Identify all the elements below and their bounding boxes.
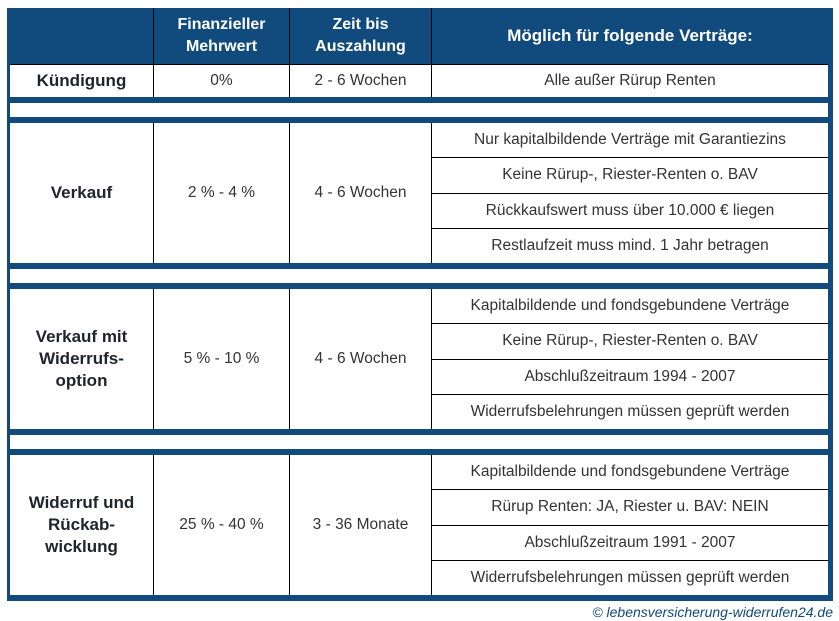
header-empty-cell — [10, 8, 154, 64]
zeit-value: 4 - 6 Wochen — [290, 123, 432, 263]
header-zeit-bis-auszahlung: Zeit bis Auszahlung — [290, 8, 432, 64]
table-row: Verkauf 2 % - 4 % 4 - 6 Wochen Nur kapit… — [10, 123, 828, 263]
header-finanzieller-mehrwert: Finanzieller Mehrwert — [154, 8, 290, 64]
table-row: Verkauf mit Widerrufs- option 5 % - 10 %… — [10, 289, 828, 429]
vertraege-list: Kapitalbildende und fondsgebundene Vertr… — [432, 455, 828, 595]
vertraege-item: Rückkaufswert muss über 10.000 € liegen — [432, 194, 828, 229]
vertraege-item: Keine Rürup-, Riester-Renten o. BAV — [432, 324, 828, 360]
vertraege-item: Rürup Renten: JA, Riester u. BAV: NEIN — [432, 490, 828, 526]
row-label-widerruf-rueckabwicklung: Widerruf und Rückab- wicklung — [10, 455, 154, 595]
vertraege-value: Alle außer Rürup Renten — [544, 72, 716, 89]
section-divider — [10, 269, 828, 283]
vertraege-item: Nur kapitalbildende Verträge mit Garanti… — [432, 123, 828, 159]
zeit-value: 3 - 36 Monate — [290, 455, 432, 595]
section-widerruf-rueckabwicklung: Widerruf und Rückab- wicklung 25 % - 40 … — [10, 449, 828, 601]
vertraege-item: Widerrufsbelehrungen müssen geprüft werd… — [470, 402, 790, 420]
vertraege-item: Widerrufsbelehrungen müssen geprüft werd… — [470, 568, 790, 586]
vertraege-list: Kapitalbildende und fondsgebundene Vertr… — [432, 289, 828, 429]
vertraege-item: Restlaufzeit muss mind. 1 Jahr betragen — [491, 236, 769, 254]
comparison-table: Finanzieller Mehrwert Zeit bis Auszahlun… — [7, 8, 833, 601]
header-moeglich-vertraege: Möglich für folgende Verträge: — [507, 25, 753, 45]
page: Finanzieller Mehrwert Zeit bis Auszahlun… — [0, 8, 839, 621]
row-label-verkauf: Verkauf — [10, 123, 154, 263]
copyright-credit: © lebensversicherung-widerrufen24.de — [592, 604, 833, 620]
table-row: Kündigung 0% 2 - 6 Wochen Alle außer Rür… — [10, 65, 828, 97]
section-verkauf: Verkauf 2 % - 4 % 4 - 6 Wochen Nur kapit… — [10, 117, 828, 269]
mehrwert-value: 5 % - 10 % — [154, 289, 290, 429]
vertraege-list: Nur kapitalbildende Verträge mit Garanti… — [432, 123, 828, 263]
vertraege-item: Kapitalbildende und fondsgebundene Vertr… — [432, 455, 828, 491]
zeit-value: 4 - 6 Wochen — [290, 289, 432, 429]
section-verkauf-widerrufsoption: Verkauf mit Widerrufs- option 5 % - 10 %… — [10, 283, 828, 435]
vertraege-item: Keine Rürup-, Riester-Renten o. BAV — [432, 158, 828, 194]
section-divider — [10, 435, 828, 449]
row-label-verkauf-widerrufsoption: Verkauf mit Widerrufs- option — [10, 289, 154, 429]
vertraege-item: Abschlußzeitraum 1991 - 2007 — [432, 526, 828, 561]
section-kuendigung: Finanzieller Mehrwert Zeit bis Auszahlun… — [10, 8, 828, 103]
zeit-value: 2 - 6 Wochen — [290, 65, 432, 97]
mehrwert-value: 2 % - 4 % — [154, 123, 290, 263]
table-header-row: Finanzieller Mehrwert Zeit bis Auszahlun… — [10, 8, 828, 65]
mehrwert-value: 25 % - 40 % — [154, 455, 290, 595]
vertraege-item: Abschlußzeitraum 1994 - 2007 — [432, 360, 828, 395]
table-row: Widerruf und Rückab- wicklung 25 % - 40 … — [10, 455, 828, 595]
section-divider — [10, 103, 828, 117]
mehrwert-value: 0% — [154, 65, 290, 97]
vertraege-item: Kapitalbildende und fondsgebundene Vertr… — [432, 289, 828, 325]
row-label-kuendigung: Kündigung — [10, 65, 154, 97]
